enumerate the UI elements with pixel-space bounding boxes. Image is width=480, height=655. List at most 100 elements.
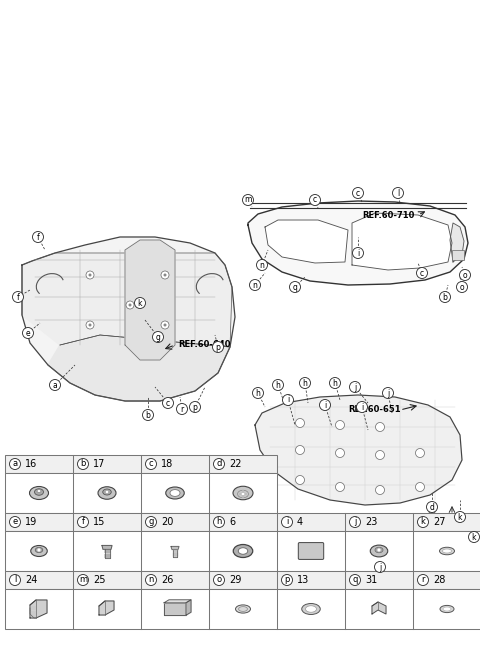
Text: c: c: [149, 460, 153, 468]
Circle shape: [134, 297, 145, 309]
Circle shape: [456, 282, 468, 293]
Text: h: h: [302, 379, 307, 388]
Circle shape: [349, 381, 360, 392]
Circle shape: [10, 458, 21, 470]
Text: m: m: [244, 195, 252, 204]
Text: n: n: [252, 280, 257, 290]
Text: j: j: [387, 388, 389, 398]
Circle shape: [12, 291, 24, 303]
Ellipse shape: [238, 548, 248, 554]
Text: o: o: [460, 282, 464, 291]
Polygon shape: [186, 600, 191, 615]
Circle shape: [242, 496, 244, 498]
Text: d: d: [430, 502, 434, 512]
Text: h: h: [255, 388, 261, 398]
Circle shape: [145, 458, 156, 470]
Ellipse shape: [370, 545, 388, 557]
Text: q: q: [352, 576, 358, 584]
Circle shape: [77, 458, 88, 470]
Text: 15: 15: [93, 517, 106, 527]
Circle shape: [283, 394, 293, 405]
Circle shape: [416, 449, 424, 457]
Text: b: b: [145, 411, 150, 419]
Text: c: c: [356, 189, 360, 198]
Ellipse shape: [305, 606, 316, 612]
Circle shape: [239, 493, 241, 495]
Circle shape: [375, 451, 384, 460]
Circle shape: [383, 388, 394, 398]
Circle shape: [153, 331, 164, 343]
Text: 20: 20: [161, 517, 173, 527]
Circle shape: [329, 377, 340, 388]
Polygon shape: [352, 213, 452, 270]
Text: c: c: [313, 195, 317, 204]
Text: g: g: [156, 333, 160, 341]
Circle shape: [336, 449, 345, 457]
Polygon shape: [173, 550, 177, 557]
Ellipse shape: [440, 547, 455, 555]
Text: 6: 6: [229, 517, 235, 527]
Circle shape: [213, 341, 224, 352]
Ellipse shape: [29, 487, 48, 500]
Circle shape: [164, 324, 167, 326]
Bar: [5, 513, 480, 531]
Text: h: h: [216, 517, 222, 527]
Bar: [5, 571, 480, 589]
Circle shape: [105, 490, 109, 494]
Bar: [5, 455, 277, 473]
Circle shape: [214, 517, 225, 527]
Circle shape: [349, 517, 360, 527]
Text: b: b: [80, 460, 86, 468]
Circle shape: [177, 403, 188, 415]
Text: 31: 31: [365, 575, 377, 585]
Circle shape: [145, 574, 156, 586]
Circle shape: [357, 402, 368, 413]
Circle shape: [418, 574, 429, 586]
Polygon shape: [372, 602, 386, 614]
Text: f: f: [36, 233, 39, 242]
Text: 25: 25: [93, 575, 106, 585]
Text: i: i: [286, 517, 288, 527]
Circle shape: [163, 398, 173, 409]
Circle shape: [416, 483, 424, 491]
Text: 28: 28: [433, 575, 445, 585]
Circle shape: [281, 517, 292, 527]
Circle shape: [281, 574, 292, 586]
Polygon shape: [30, 600, 47, 618]
Circle shape: [49, 379, 60, 390]
Ellipse shape: [35, 489, 44, 495]
Circle shape: [164, 274, 167, 276]
Text: o: o: [463, 271, 468, 280]
Text: 23: 23: [365, 517, 377, 527]
Text: 29: 29: [229, 575, 241, 585]
Circle shape: [352, 248, 363, 259]
Text: 13: 13: [297, 575, 309, 585]
Circle shape: [88, 274, 92, 276]
Ellipse shape: [375, 547, 383, 553]
Text: a: a: [53, 381, 58, 390]
Circle shape: [37, 548, 41, 552]
Text: c: c: [420, 269, 424, 278]
Text: h: h: [333, 379, 337, 388]
Text: i: i: [324, 400, 326, 409]
Circle shape: [23, 328, 34, 339]
Text: j: j: [354, 383, 356, 392]
Text: r: r: [180, 405, 184, 413]
Text: r: r: [421, 576, 425, 584]
Text: e: e: [12, 517, 18, 527]
Circle shape: [250, 280, 261, 291]
Text: m: m: [79, 576, 87, 584]
Text: REF.60-710: REF.60-710: [362, 211, 414, 220]
Ellipse shape: [440, 605, 454, 612]
Circle shape: [352, 187, 363, 198]
Circle shape: [256, 259, 267, 271]
Circle shape: [455, 512, 466, 523]
Text: p: p: [216, 343, 220, 352]
Circle shape: [336, 421, 345, 430]
Circle shape: [375, 422, 384, 432]
Circle shape: [161, 271, 169, 279]
Text: b: b: [443, 293, 447, 301]
Polygon shape: [105, 550, 109, 558]
Text: e: e: [26, 329, 30, 337]
Circle shape: [296, 419, 304, 428]
